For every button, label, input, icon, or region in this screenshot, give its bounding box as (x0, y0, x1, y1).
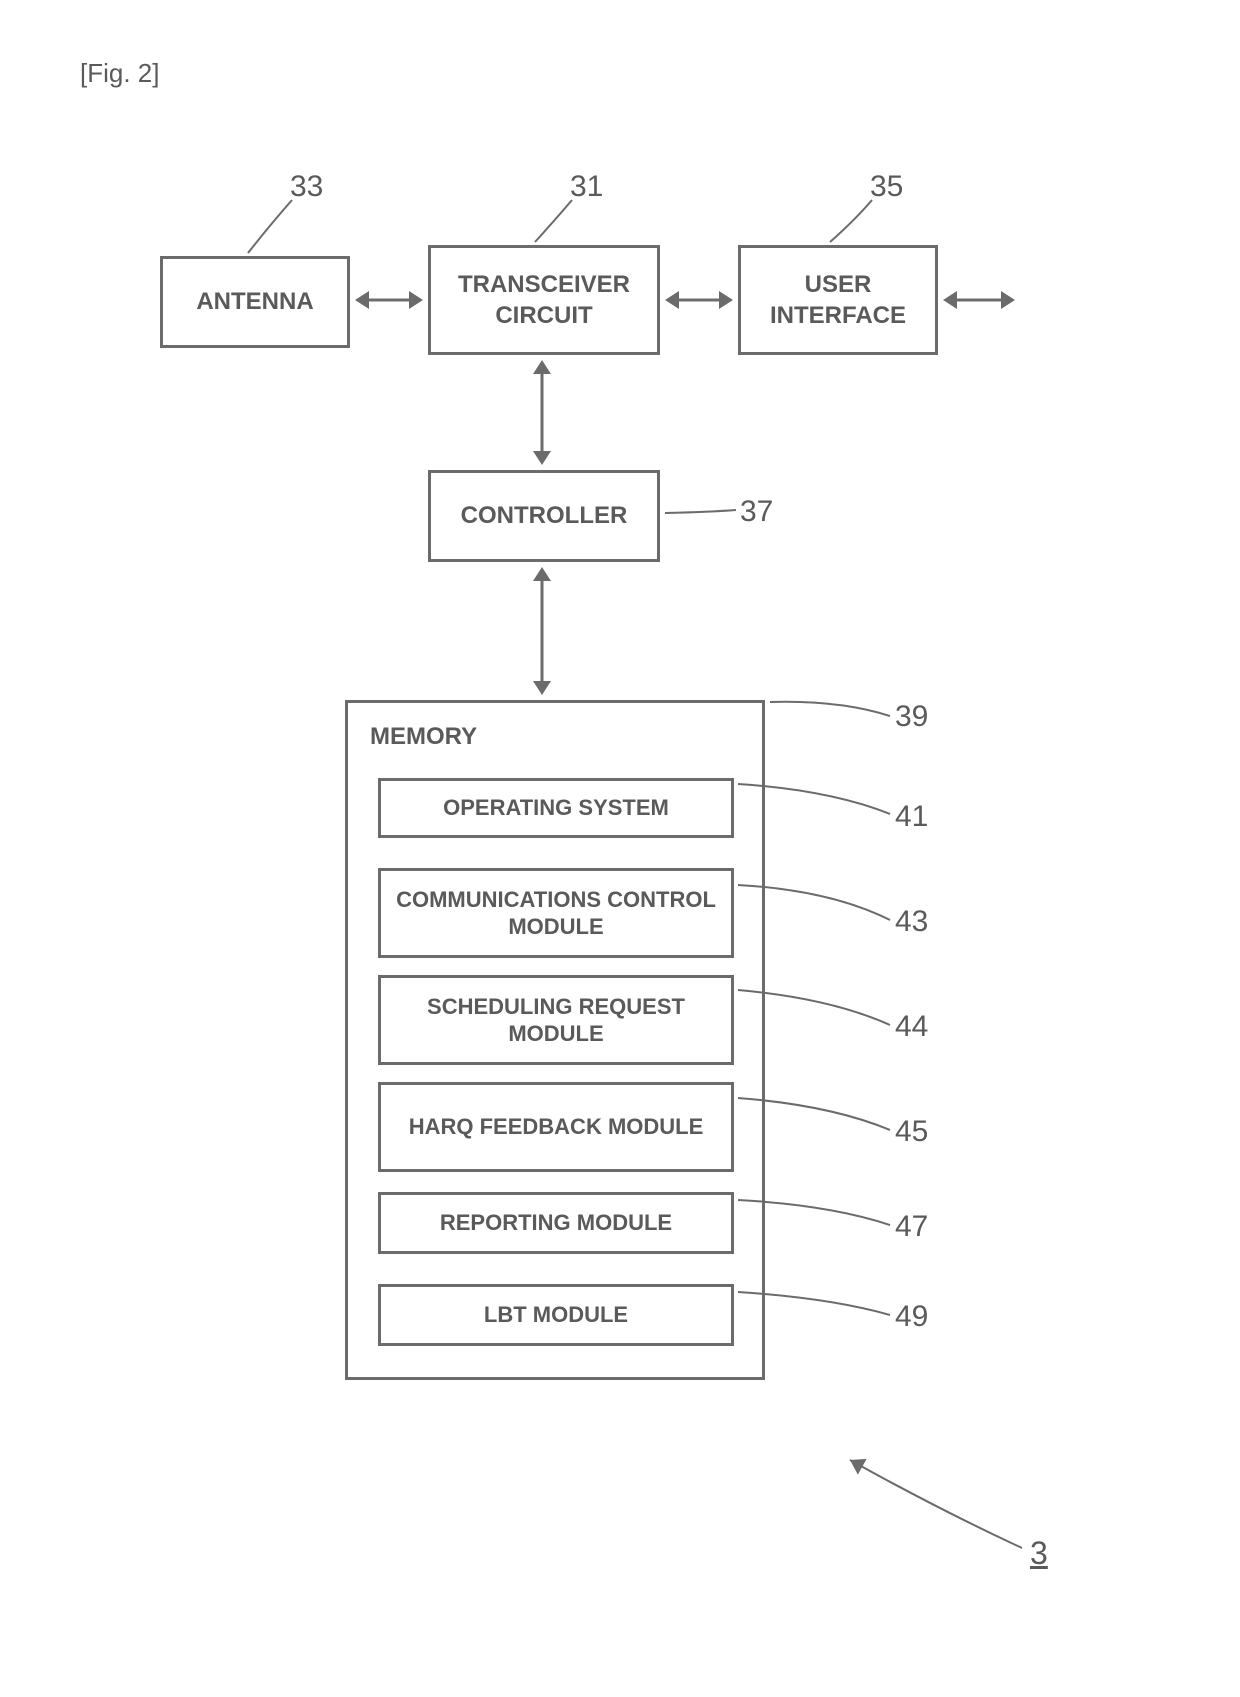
controller-label: CONTROLLER (461, 500, 628, 531)
memory-item-harq-label: HARQ FEEDBACK MODULE (409, 1113, 704, 1141)
ref-47: 47 (895, 1210, 928, 1244)
controller-box: CONTROLLER (428, 470, 660, 562)
memory-item-comm: COMMUNICATIONS CONTROL MODULE (378, 868, 734, 958)
memory-item-lbt: LBT MODULE (378, 1284, 734, 1346)
figure-label: [Fig. 2] (80, 58, 159, 89)
ref-35: 35 (870, 170, 903, 204)
memory-item-sched: SCHEDULING REQUEST MODULE (378, 975, 734, 1065)
memory-item-os: OPERATING SYSTEM (378, 778, 734, 838)
memory-item-harq: HARQ FEEDBACK MODULE (378, 1082, 734, 1172)
memory-item-os-label: OPERATING SYSTEM (443, 794, 669, 822)
ref-31: 31 (570, 170, 603, 204)
ref-37: 37 (740, 495, 773, 529)
memory-item-sched-label: SCHEDULING REQUEST MODULE (381, 993, 731, 1048)
transceiver-box: TRANSCEIVER CIRCUIT (428, 245, 660, 355)
memory-item-reporting-label: REPORTING MODULE (440, 1209, 672, 1237)
user-interface-label: USER INTERFACE (741, 269, 935, 331)
diagram-canvas: [Fig. 2] ANTENNA TRANSCEIVER CIRCUIT USE… (0, 0, 1240, 1697)
memory-item-comm-label: COMMUNICATIONS CONTROL MODULE (381, 886, 731, 941)
antenna-box: ANTENNA (160, 256, 350, 348)
ref-39: 39 (895, 700, 928, 734)
user-interface-box: USER INTERFACE (738, 245, 938, 355)
ref-33: 33 (290, 170, 323, 204)
ref-43: 43 (895, 905, 928, 939)
ref-44: 44 (895, 1010, 928, 1044)
memory-title: MEMORY (370, 723, 477, 751)
ref-45: 45 (895, 1115, 928, 1149)
ref-49: 49 (895, 1300, 928, 1334)
memory-item-lbt-label: LBT MODULE (484, 1301, 628, 1329)
ref-41: 41 (895, 800, 928, 834)
device-ref-3: 3 (1030, 1535, 1048, 1572)
transceiver-label: TRANSCEIVER CIRCUIT (431, 269, 657, 331)
memory-item-reporting: REPORTING MODULE (378, 1192, 734, 1254)
antenna-label: ANTENNA (196, 286, 313, 317)
